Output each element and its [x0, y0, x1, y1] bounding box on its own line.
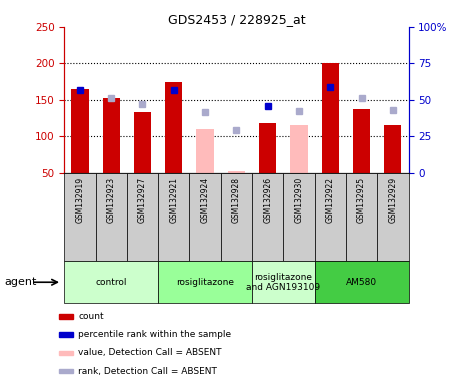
Bar [134, 111, 151, 173]
Bar [190, 173, 221, 261]
Bar [103, 98, 120, 173]
Text: GSM132919: GSM132919 [75, 177, 84, 223]
Bar [64, 173, 95, 261]
Bar [322, 63, 339, 173]
Bar [196, 129, 214, 173]
Bar [59, 369, 73, 373]
Bar [165, 82, 182, 173]
Text: GSM132924: GSM132924 [201, 177, 210, 223]
Text: rank, Detection Call = ABSENT: rank, Detection Call = ABSENT [78, 367, 217, 376]
Text: AM580: AM580 [346, 278, 377, 287]
Bar [384, 125, 402, 173]
Bar [259, 123, 276, 173]
Text: percentile rank within the sample: percentile rank within the sample [78, 330, 231, 339]
Bar [314, 261, 409, 303]
Title: GDS2453 / 228925_at: GDS2453 / 228925_at [168, 13, 305, 26]
Bar [158, 261, 252, 303]
Text: GSM132930: GSM132930 [295, 177, 303, 223]
Text: rosiglitazone: rosiglitazone [176, 278, 234, 287]
Text: rosiglitazone
and AGN193109: rosiglitazone and AGN193109 [246, 273, 320, 292]
Bar [353, 109, 370, 173]
Bar [71, 89, 89, 173]
Text: control: control [95, 278, 127, 287]
Text: GSM132925: GSM132925 [357, 177, 366, 223]
Text: GSM132923: GSM132923 [106, 177, 116, 223]
Text: value, Detection Call = ABSENT: value, Detection Call = ABSENT [78, 348, 222, 357]
Bar [228, 171, 245, 173]
Bar [252, 173, 283, 261]
Text: GSM132928: GSM132928 [232, 177, 241, 223]
Text: GSM132926: GSM132926 [263, 177, 272, 223]
Text: GSM132929: GSM132929 [388, 177, 397, 223]
Bar [291, 125, 308, 173]
Bar [64, 261, 158, 303]
Bar [127, 173, 158, 261]
Bar [346, 173, 377, 261]
Bar [59, 314, 73, 318]
Text: GSM132922: GSM132922 [326, 177, 335, 223]
Bar [221, 173, 252, 261]
Text: count: count [78, 312, 104, 321]
Bar [252, 261, 314, 303]
Bar [59, 333, 73, 337]
Text: GSM132927: GSM132927 [138, 177, 147, 223]
Bar [59, 351, 73, 355]
Bar [95, 173, 127, 261]
Bar [283, 173, 314, 261]
Text: agent: agent [5, 277, 37, 287]
Bar [314, 173, 346, 261]
Text: GSM132921: GSM132921 [169, 177, 178, 223]
Bar [377, 173, 409, 261]
Bar [158, 173, 190, 261]
